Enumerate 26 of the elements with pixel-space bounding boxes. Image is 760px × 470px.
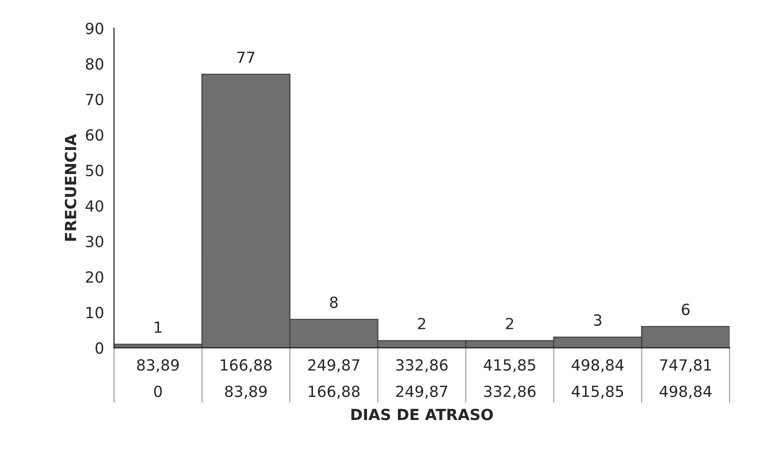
y-tick-label: 80 <box>86 58 104 70</box>
data-label: 1 <box>154 322 162 333</box>
y-tick-label: 70 <box>86 94 104 106</box>
x-tick-label: 415,85 332,86 <box>484 359 536 399</box>
y-tick-label: 50 <box>86 164 104 176</box>
x-tick-label: 498,84 415,85 <box>572 359 624 399</box>
data-label: 2 <box>418 318 426 330</box>
data-label: 3 <box>594 314 602 326</box>
data-label: 6 <box>682 304 690 316</box>
y-tick-label: 0 <box>96 342 104 354</box>
y-tick-label: 60 <box>86 129 104 141</box>
x-tick-label: 747,81 498,84 <box>660 359 712 399</box>
x-axis-title: DIAS DE ATRASO <box>351 408 493 420</box>
y-tick-label: 90 <box>86 22 104 34</box>
x-tick-label: 166,88 83,89 <box>220 359 272 399</box>
y-tick-label: 40 <box>86 200 104 212</box>
y-axis-title: FRECUENCIA <box>64 134 76 241</box>
x-tick-label: 332,86 249,87 <box>396 359 448 399</box>
data-label: 2 <box>506 318 514 330</box>
y-tick-label: 10 <box>86 306 104 318</box>
y-tick-label: 20 <box>86 271 104 283</box>
data-label: 8 <box>330 296 338 308</box>
data-label: 77 <box>237 52 254 63</box>
x-tick-label: 249,87 166,88 <box>308 359 360 399</box>
x-tick-label: 83,89 0 <box>137 359 179 398</box>
y-tick-label: 30 <box>86 236 104 248</box>
